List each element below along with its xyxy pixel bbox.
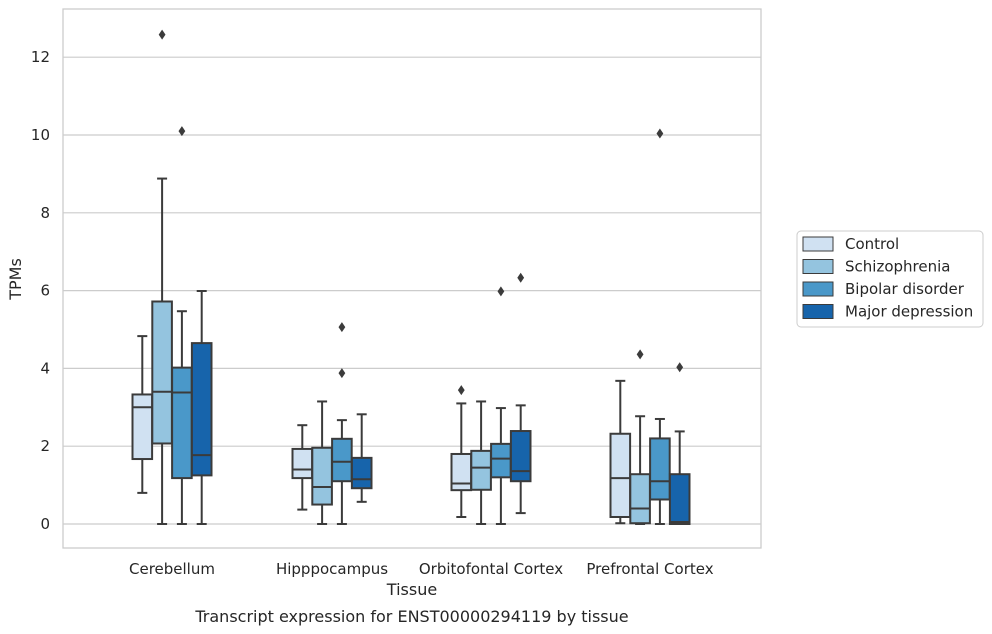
- box-body: [291, 447, 314, 480]
- box-body: [668, 473, 691, 526]
- legend-swatch: [802, 236, 834, 252]
- outlier-point: [656, 128, 664, 139]
- box-body: [171, 366, 193, 480]
- y-tick-label: 8: [40, 204, 50, 222]
- x-tick-label: Cerebellum: [129, 560, 215, 578]
- x-tick-label: Hipppocampus: [276, 560, 388, 578]
- box: [668, 362, 691, 526]
- legend-label: Major depression: [845, 303, 973, 321]
- y-tick-label: 4: [40, 359, 50, 377]
- legend-label: Bipolar disorder: [845, 280, 965, 298]
- legend-swatch: [802, 281, 834, 297]
- box: [131, 335, 154, 494]
- legend-item: Control: [802, 235, 899, 253]
- outlier-point: [338, 368, 346, 379]
- x-tick-label: Orbitofontal Cortex: [419, 560, 563, 578]
- x-axis-label: Tissue: [386, 580, 437, 599]
- y-tick-label: 0: [40, 515, 50, 533]
- box: [470, 400, 492, 525]
- box-body: [609, 432, 632, 518]
- box-body: [450, 452, 473, 492]
- box: [171, 126, 193, 525]
- legend-item: Bipolar disorder: [802, 280, 965, 298]
- x-tick-label: Prefrontal Cortex: [586, 560, 713, 578]
- box: [649, 128, 671, 525]
- y-tick-label: 10: [31, 126, 50, 144]
- box-body: [331, 437, 353, 483]
- series-bipolar-disorder: [171, 126, 671, 525]
- box: [490, 286, 512, 525]
- box: [350, 413, 373, 503]
- box: [450, 385, 473, 518]
- legend-label: Schizophrenia: [845, 258, 950, 276]
- box-body: [190, 342, 213, 477]
- plot-frame: [62, 8, 762, 549]
- y-tick-label: 6: [40, 282, 50, 300]
- legend-swatch: [802, 304, 834, 319]
- y-tick-label: 2: [40, 437, 50, 455]
- box: [509, 272, 532, 515]
- outlier-point: [178, 126, 186, 137]
- box-body: [131, 393, 154, 461]
- box-body: [151, 300, 173, 445]
- box: [629, 349, 651, 525]
- outlier-point: [457, 385, 465, 396]
- box: [331, 322, 353, 525]
- y-tick-label: 12: [31, 48, 50, 66]
- box: [151, 29, 173, 525]
- legend-swatch: [802, 259, 834, 274]
- legend: Control Schizophrenia Bipolar disorder Majo…: [796, 230, 984, 328]
- box-body: [490, 442, 512, 479]
- box-body: [350, 456, 373, 490]
- outlier-point: [158, 29, 166, 40]
- x-tick-labels: Cerebellum Hipppocampus Orbitofontal Corte…: [129, 560, 714, 578]
- y-tick-labels: 0 2 4 6 8 10 12: [31, 48, 50, 533]
- outlier-point: [636, 349, 644, 360]
- box: [609, 379, 632, 525]
- box: [291, 424, 314, 511]
- box-body: [311, 446, 333, 506]
- outlier-point: [338, 322, 346, 333]
- box-body: [649, 437, 671, 501]
- legend-label: Control: [845, 235, 899, 253]
- box: [190, 289, 213, 525]
- box-body: [470, 449, 492, 491]
- box: [311, 400, 333, 525]
- series-schizophrenia: [151, 29, 651, 525]
- box-series-layer: [131, 29, 691, 526]
- chart-caption: Transcript expression for ENST0000029411…: [194, 607, 628, 626]
- legend-frame: [796, 230, 984, 328]
- outlier-point: [517, 272, 525, 283]
- box-body: [629, 473, 651, 525]
- series-major-depression: [190, 272, 691, 526]
- box-body: [509, 430, 532, 483]
- legend-item: Schizophrenia: [802, 258, 950, 276]
- outlier-point: [497, 286, 505, 297]
- legend-item: Major depression: [802, 303, 973, 321]
- series-control: [131, 335, 632, 525]
- outlier-point: [676, 362, 684, 373]
- y-axis-label: TPMs: [6, 258, 25, 301]
